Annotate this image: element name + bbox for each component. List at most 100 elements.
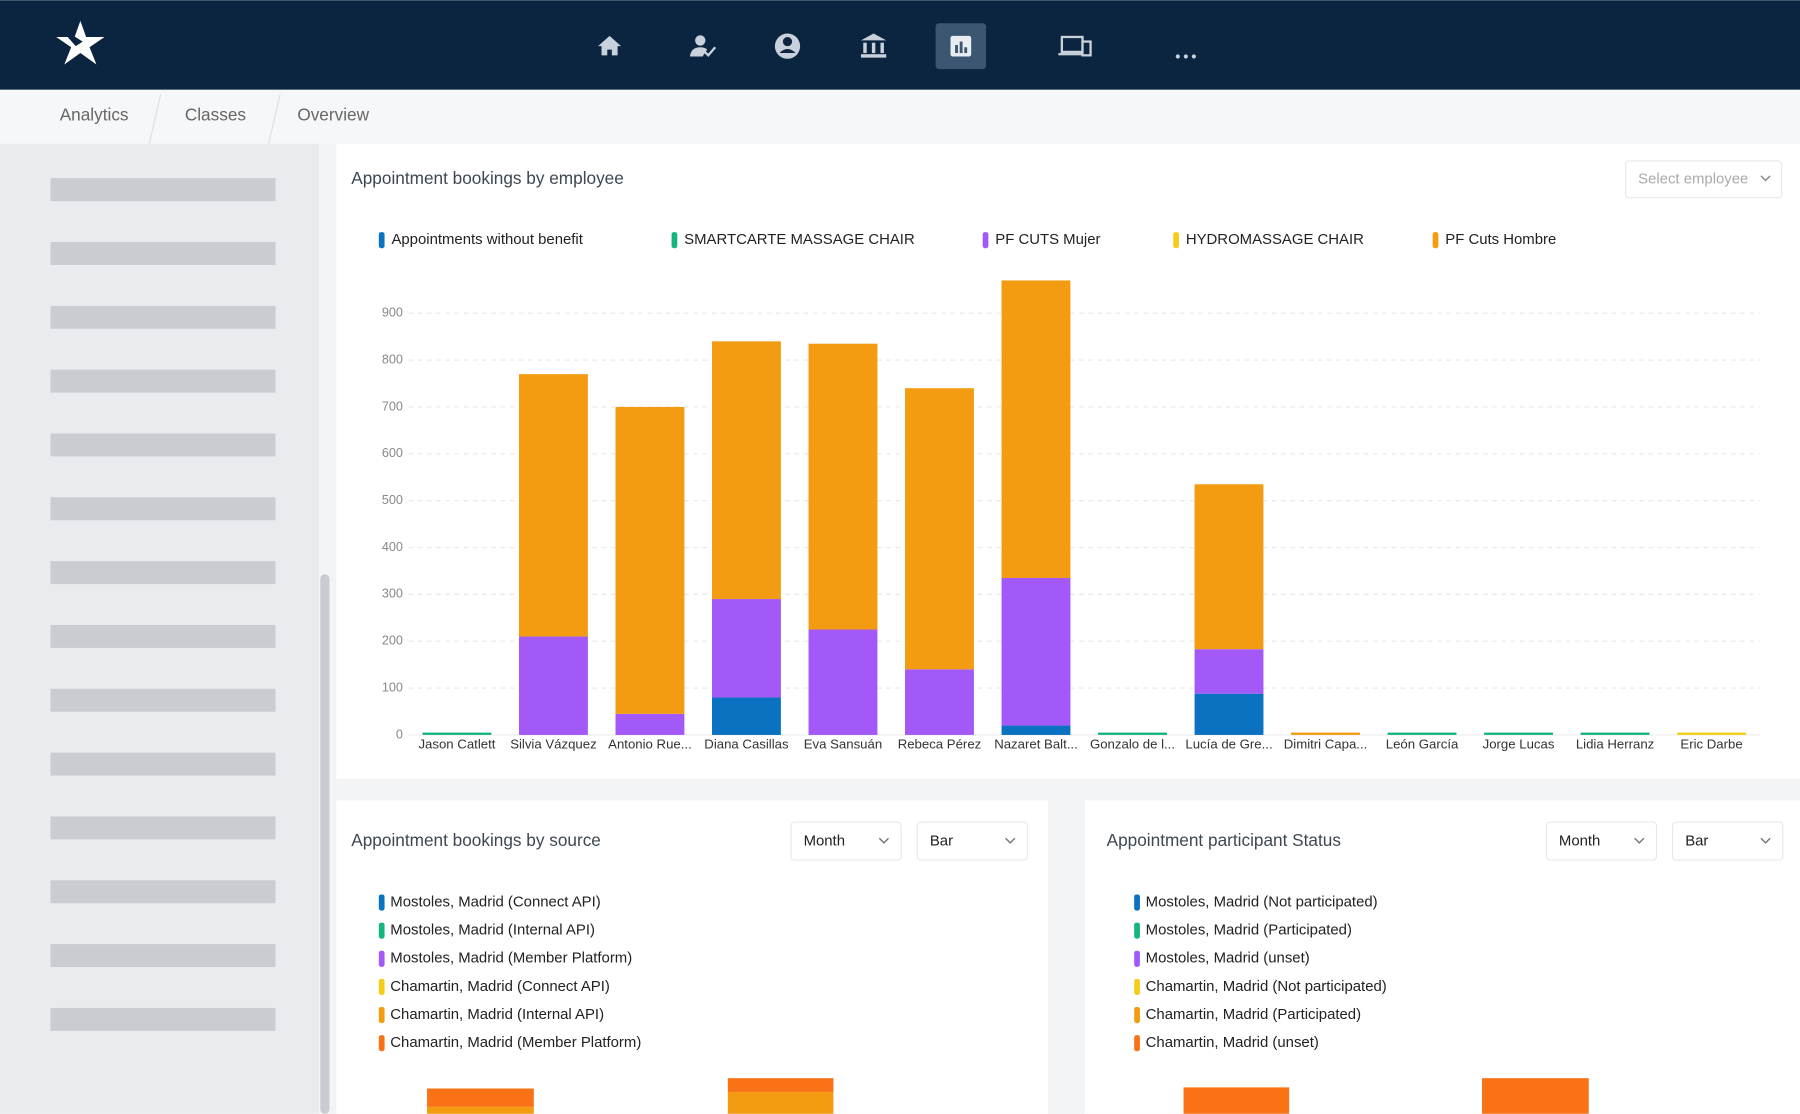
- x-tick-label: Eva Sansuán: [804, 737, 882, 752]
- legend-label[interactable]: Chamartin, Madrid (Internal API): [390, 1006, 604, 1023]
- legend-marker: [379, 232, 385, 248]
- skeleton-item: [51, 561, 276, 584]
- legend-label[interactable]: Appointments without benefit: [391, 231, 583, 248]
- skeleton-item: [51, 753, 276, 776]
- panel-title: Appointment participant Status: [1107, 830, 1341, 850]
- legend-label[interactable]: Chamartin, Madrid (Participated): [1146, 1006, 1361, 1023]
- x-tick-label: Lucía de Gre...: [1185, 737, 1272, 752]
- legend-marker: [983, 232, 989, 248]
- skeleton-item: [51, 689, 276, 712]
- legend-marker: [1173, 232, 1179, 248]
- y-tick-label: 600: [382, 446, 403, 460]
- legend-label[interactable]: PF Cuts Hombre: [1445, 231, 1556, 248]
- more-icon[interactable]: [1176, 54, 1196, 58]
- breadcrumb[interactable]: Classes: [185, 105, 246, 125]
- legend-marker: [1134, 923, 1140, 939]
- legend-label[interactable]: HYDROMASSAGE CHAIR: [1186, 231, 1364, 248]
- legend-label[interactable]: Mostoles, Madrid (unset): [1146, 950, 1310, 967]
- bar-segment: [1195, 694, 1264, 735]
- x-tick-label: Lidia Herranz: [1576, 737, 1654, 752]
- partial-bar: [728, 1092, 834, 1114]
- legend-marker: [379, 1007, 385, 1023]
- bar-segment: [519, 637, 588, 735]
- y-tick-label: 300: [382, 587, 403, 601]
- legend-marker: [1134, 1007, 1140, 1023]
- x-tick-label: Silvia Vázquez: [510, 737, 597, 752]
- legend-label[interactable]: PF CUTS Mujer: [995, 231, 1100, 248]
- bar-segment: [1002, 578, 1071, 726]
- skeleton-item: [51, 944, 276, 967]
- legend-label[interactable]: SMARTCARTE MASSAGE CHAIR: [684, 231, 915, 248]
- y-tick-label: 900: [382, 306, 403, 320]
- bar-segment: [422, 733, 491, 735]
- top-nav: [0, 0, 1800, 90]
- bar-segment: [1002, 726, 1071, 735]
- partial-bar: [728, 1078, 834, 1092]
- bar-segment: [1677, 733, 1746, 735]
- bar-segment: [616, 407, 685, 714]
- bar-segment: [809, 344, 878, 630]
- bar-segment: [1195, 649, 1264, 694]
- legend-label[interactable]: Mostoles, Madrid (Not participated): [1146, 893, 1378, 910]
- bar-segment: [712, 341, 781, 599]
- x-tick-label: Nazaret Balt...: [994, 737, 1078, 752]
- y-tick-label: 500: [382, 493, 403, 507]
- legend-marker: [1134, 951, 1140, 967]
- breadcrumb[interactable]: Overview: [297, 105, 369, 125]
- legend-label[interactable]: Chamartin, Madrid (Member Platform): [390, 1034, 641, 1051]
- bar-segment: [616, 714, 685, 735]
- bar-segment: [1002, 280, 1071, 578]
- y-tick-label: 800: [382, 352, 403, 366]
- partial-bar: [427, 1089, 534, 1107]
- bar-segment: [1388, 733, 1457, 735]
- legend-marker: [379, 923, 385, 939]
- bar-segment: [1195, 484, 1264, 649]
- x-tick-label: León García: [1386, 737, 1459, 752]
- legend-label[interactable]: Chamartin, Madrid (Connect API): [390, 978, 610, 995]
- skeleton-item: [51, 242, 276, 265]
- legend-label[interactable]: Mostoles, Madrid (Member Platform): [390, 950, 632, 967]
- dropdown-label: Month: [804, 833, 845, 850]
- x-tick-label: Jason Catlett: [418, 737, 495, 752]
- bar-segment: [1291, 733, 1360, 735]
- scrollbar[interactable]: [320, 574, 329, 1114]
- skeleton-item: [51, 178, 276, 201]
- dropdown-label: Bar: [930, 833, 953, 850]
- x-tick-label: Rebeca Pérez: [898, 737, 982, 752]
- legend-marker: [1433, 232, 1439, 248]
- bar-segment: [1581, 733, 1650, 735]
- legend-label[interactable]: Mostoles, Madrid (Participated): [1146, 922, 1352, 939]
- profile-icon[interactable]: [775, 34, 800, 59]
- legend-marker: [379, 951, 385, 967]
- x-tick-label: Eric Darbe: [1680, 737, 1742, 752]
- y-tick-label: 400: [382, 540, 403, 554]
- bar-segment: [712, 599, 781, 697]
- legend-label[interactable]: Chamartin, Madrid (unset): [1146, 1034, 1319, 1051]
- dropdown-label: Bar: [1685, 833, 1708, 850]
- partial-bar: [1482, 1078, 1589, 1114]
- x-tick-label: Diana Casillas: [704, 737, 789, 752]
- legend-marker: [1134, 979, 1140, 995]
- legend-label[interactable]: Mostoles, Madrid (Internal API): [390, 922, 595, 939]
- bar-segment: [905, 388, 974, 669]
- breadcrumb[interactable]: Analytics: [60, 105, 129, 125]
- chart-title: Appointment bookings by employee: [351, 168, 624, 188]
- legend-label[interactable]: Chamartin, Madrid (Not participated): [1146, 978, 1387, 995]
- bar-segment: [712, 697, 781, 734]
- bar-segment: [905, 669, 974, 735]
- skeleton-item: [51, 433, 276, 456]
- partial-bar: [427, 1107, 534, 1114]
- x-tick-label: Jorge Lucas: [1483, 737, 1555, 752]
- y-tick-label: 0: [396, 727, 403, 741]
- x-tick-label: Dimitri Capa...: [1284, 737, 1368, 752]
- legend-label[interactable]: Mostoles, Madrid (Connect API): [390, 893, 600, 910]
- employee-select-placeholder: Select employee: [1638, 170, 1748, 187]
- x-tick-label: Gonzalo de l...: [1090, 737, 1175, 752]
- legend-marker: [379, 895, 385, 911]
- bar-segment: [1484, 733, 1553, 735]
- legend-marker: [1134, 895, 1140, 911]
- legend-marker: [1134, 1035, 1140, 1051]
- partial-bar: [1184, 1087, 1290, 1113]
